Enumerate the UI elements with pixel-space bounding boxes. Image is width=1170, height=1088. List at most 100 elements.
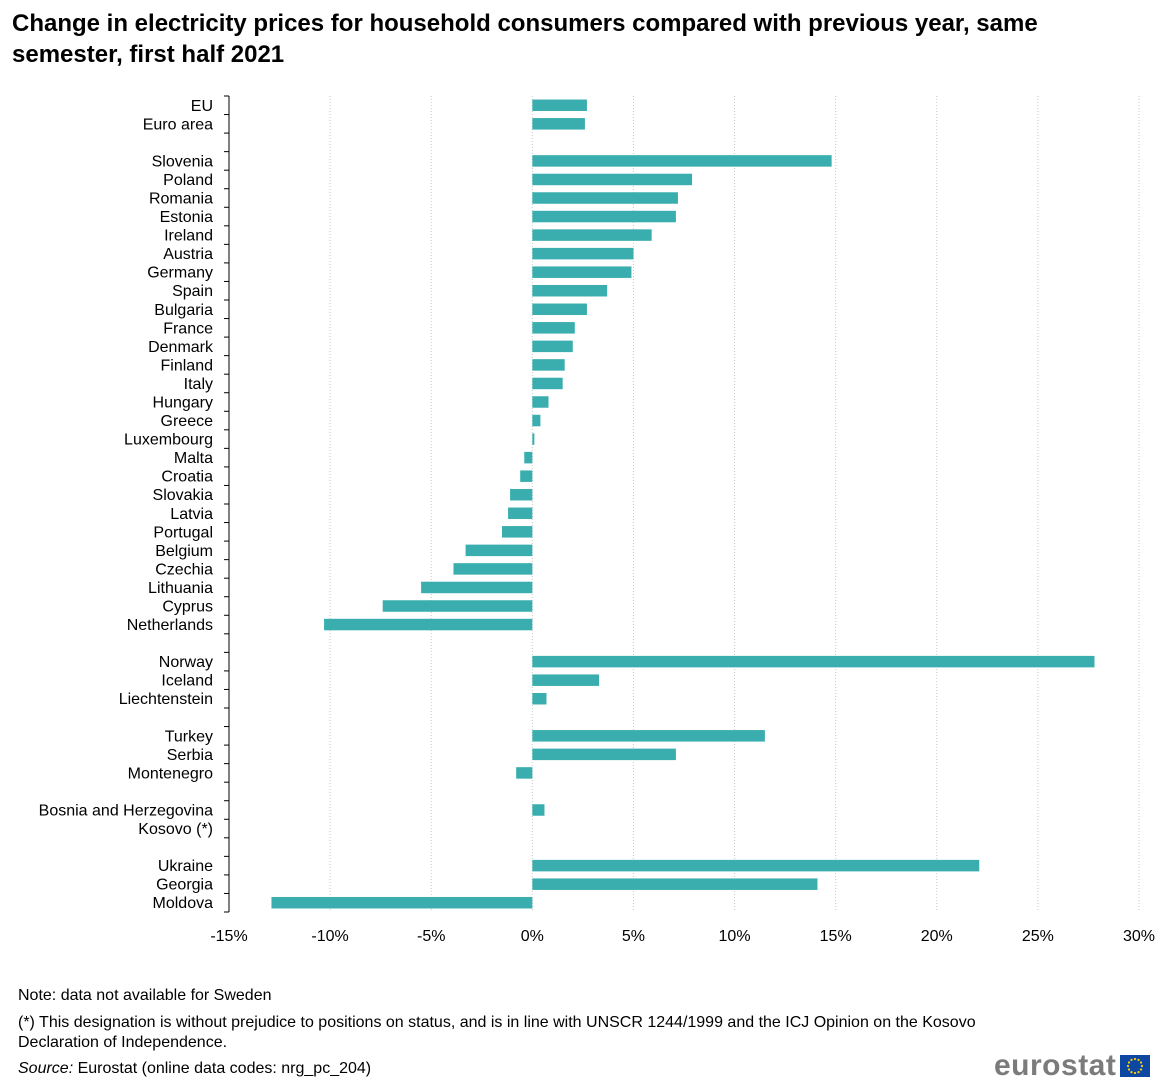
category-label: Slovakia — [153, 487, 214, 504]
bar — [532, 359, 565, 371]
bar — [532, 303, 587, 316]
category-label: Serbia — [167, 747, 213, 764]
bar — [510, 488, 533, 501]
bar — [502, 526, 533, 538]
bar — [520, 470, 533, 482]
category-label: Euro area — [143, 116, 213, 133]
bar — [532, 674, 600, 686]
bar — [532, 377, 563, 390]
category-label: Lithuania — [148, 580, 213, 597]
bar — [532, 247, 634, 260]
source-line: Source: Eurostat (online data codes: nrg… — [18, 1059, 371, 1079]
bar — [532, 878, 818, 890]
bar — [532, 322, 575, 334]
bar — [532, 266, 632, 278]
x-tick-label: -5% — [417, 928, 445, 945]
category-label: Hungary — [153, 395, 213, 412]
value-axis-labels: -15% -10% -5% 0% 5% 10% 15% 20% 25% 30% — [210, 928, 1155, 945]
category-label: Georgia — [156, 877, 213, 894]
bar — [532, 340, 573, 353]
category-label: Liechtenstein — [119, 691, 213, 708]
bar — [382, 600, 533, 612]
category-label: Montenegro — [128, 765, 213, 782]
bar — [508, 507, 533, 520]
bars — [271, 99, 1095, 909]
x-tick-label: 20% — [921, 928, 953, 945]
category-label: Poland — [163, 172, 213, 189]
eurostat-wordmark: eurostat — [994, 1049, 1117, 1082]
source-label: Source: — [18, 1060, 74, 1077]
x-tick-label: 10% — [719, 928, 751, 945]
bar — [465, 544, 533, 557]
bar — [421, 581, 533, 594]
note-kosovo: (*) This designation is without prejudic… — [18, 1014, 976, 1051]
bar — [532, 396, 549, 408]
category-label: Czechia — [155, 561, 213, 578]
bar — [524, 451, 533, 464]
chart-title: Change in electricity prices for househo… — [12, 10, 1038, 68]
bar — [271, 896, 533, 909]
category-label: Greece — [161, 413, 214, 430]
category-label: Netherlands — [127, 617, 213, 634]
category-label: Iceland — [161, 673, 213, 690]
category-label: Spain — [172, 283, 213, 300]
bar — [532, 192, 678, 204]
bar — [532, 433, 535, 445]
bar — [532, 692, 547, 705]
category-label: Kosovo (*) — [138, 821, 213, 838]
bar — [453, 563, 533, 575]
x-tick-label: 30% — [1123, 928, 1155, 945]
x-tick-label: 0% — [521, 928, 544, 945]
gridlines — [329, 96, 1140, 912]
category-label: EU — [191, 98, 213, 115]
bar — [532, 284, 608, 297]
category-axis — [224, 95, 230, 913]
bar — [532, 655, 1095, 668]
bar — [532, 210, 676, 223]
category-label: Turkey — [165, 728, 213, 745]
category-label: Romania — [149, 191, 213, 208]
bar — [532, 173, 693, 186]
note-sweden: Note: data not available for Sweden — [18, 987, 272, 1004]
bar — [532, 99, 587, 112]
category-label: Germany — [147, 265, 213, 282]
bar — [516, 767, 533, 779]
category-label: Italy — [184, 376, 213, 393]
category-label: Latvia — [170, 506, 213, 523]
x-tick-label: 25% — [1022, 928, 1054, 945]
category-label: Finland — [161, 357, 213, 374]
category-label: Croatia — [161, 469, 213, 486]
bar — [532, 859, 980, 872]
category-label: Slovenia — [152, 153, 213, 170]
category-label: Bosnia and Herzegovina — [39, 803, 213, 820]
bar — [532, 229, 652, 241]
category-label: France — [163, 320, 213, 337]
category-label: Ireland — [164, 228, 213, 245]
category-label: Portugal — [153, 524, 213, 541]
category-label: Denmark — [148, 339, 214, 356]
eu-flag-icon — [1120, 1055, 1151, 1077]
bar — [532, 414, 541, 427]
category-label: Norway — [159, 654, 213, 671]
category-label: Malta — [174, 450, 213, 467]
category-label: Cyprus — [162, 599, 213, 616]
eurostat-logo: eurostat — [994, 1049, 1151, 1083]
source-text: Eurostat (online data codes: nrg_pc_204) — [73, 1060, 372, 1077]
category-label: Belgium — [155, 543, 213, 560]
bar — [532, 804, 545, 816]
x-tick-label: 15% — [820, 928, 852, 945]
x-tick-label: -15% — [210, 928, 247, 945]
category-label: Bulgaria — [154, 302, 213, 319]
x-tick-label: 5% — [622, 928, 645, 945]
category-label: Estonia — [160, 209, 213, 226]
bar — [532, 730, 765, 742]
bar — [532, 748, 676, 761]
bar — [532, 118, 585, 130]
category-label: Austria — [163, 246, 213, 263]
x-tick-label: -10% — [311, 928, 348, 945]
category-label: Moldova — [153, 895, 214, 912]
bar — [324, 618, 533, 631]
category-label: Ukraine — [158, 858, 213, 875]
